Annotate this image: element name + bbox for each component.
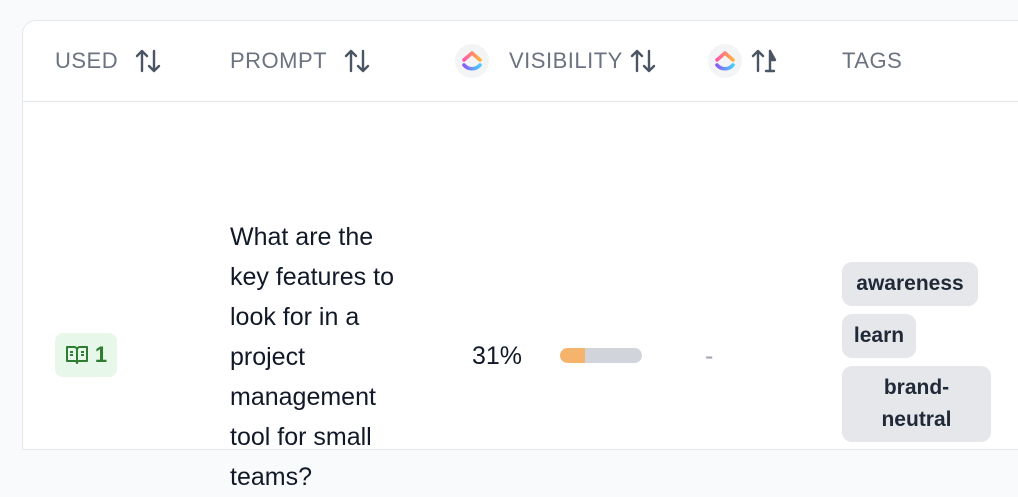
sort-prompt-icon[interactable] <box>343 47 371 75</box>
sort-visibility-icon[interactable] <box>629 47 657 75</box>
column-used-label: USED <box>55 48 119 73</box>
column-tags-label: TAGS <box>842 48 903 73</box>
used-count-badge[interactable]: 1 <box>55 333 117 377</box>
book-open-icon <box>65 346 88 364</box>
column-prompt: PROMPT <box>230 21 371 101</box>
column-prompt-label: PROMPT <box>230 48 328 73</box>
column-visibility-label: VISIBILITY <box>509 48 623 73</box>
visibility-bar <box>560 348 642 363</box>
table-header: USED PROMPT <box>23 21 1018 102</box>
prompt-text[interactable]: What are the key features to look for in… <box>230 223 394 491</box>
visibility-bar-fill <box>560 348 586 363</box>
visibility-value: 31% <box>472 342 523 370</box>
tag-learn[interactable]: learn <box>842 314 916 358</box>
column-used: USED <box>55 21 162 101</box>
sort-used-icon[interactable] <box>134 47 162 75</box>
tag-brand-neutral[interactable]: brand-neutral <box>842 366 991 442</box>
column-visibility: VISIBILITY <box>455 21 657 101</box>
position-value: - <box>705 342 714 370</box>
prompts-table: USED PROMPT <box>22 20 1018 491</box>
tag-awareness[interactable]: awareness <box>842 262 978 306</box>
clickup-logo-icon <box>455 44 489 78</box>
column-tags: TAGS <box>842 21 918 101</box>
table-row[interactable]: 1 What are the key features to look for … <box>23 102 1018 491</box>
clickup-logo-icon <box>708 44 742 78</box>
sort-position-icon[interactable] <box>750 47 780 75</box>
used-count: 1 <box>94 342 108 367</box>
column-position <box>708 21 780 101</box>
